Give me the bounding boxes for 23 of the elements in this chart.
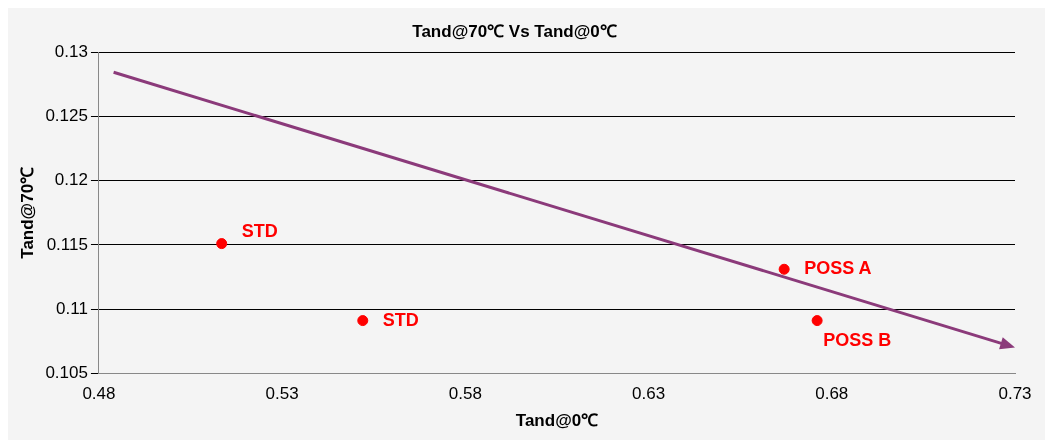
x-tick-label: 0.68 — [815, 384, 849, 404]
point — [778, 263, 790, 275]
y-tick-label: 0.11 — [56, 298, 88, 318]
data-label: STD — [241, 220, 278, 241]
x-tick-label: 0.53 — [265, 384, 299, 404]
y-axis-title: Tand@70℃ — [17, 166, 37, 259]
data-label: POSS A — [804, 258, 872, 279]
x-tick-label: 0.48 — [82, 384, 116, 404]
x-tick-label: 0.58 — [448, 384, 482, 404]
data-label: STD — [382, 309, 419, 330]
y-tick-label: 0.115 — [46, 234, 88, 254]
x-tick-label: 0.73 — [998, 384, 1032, 404]
y-tick-label: 0.13 — [54, 42, 88, 62]
y-tick-label: 0.105 — [45, 362, 88, 382]
x-tick-label: 0.63 — [632, 384, 666, 404]
data-label: POSS B — [823, 329, 892, 350]
point — [357, 315, 369, 327]
y-tick-label: 0.12 — [54, 170, 88, 190]
x-axis-title: Tand@0℃ — [515, 411, 599, 431]
chart-title: Tand@70℃ Vs Tand@0℃ — [412, 21, 617, 41]
y-tick-label: 0.125 — [45, 106, 88, 126]
point — [216, 238, 228, 250]
point — [811, 315, 823, 327]
